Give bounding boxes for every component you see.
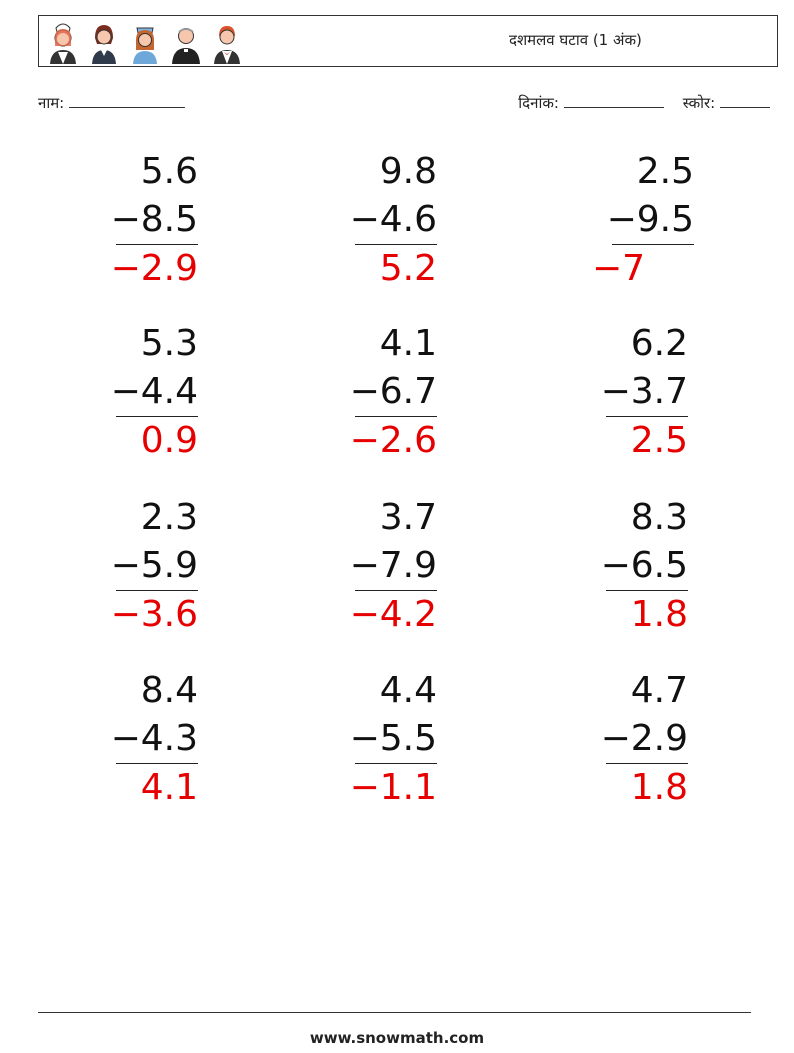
minuend: 2.5 — [636, 151, 694, 192]
answer: 1.8 — [630, 767, 688, 808]
date-blank — [563, 93, 664, 108]
answer: −1.1 — [349, 767, 437, 808]
subtrahend: −2.9 — [600, 718, 688, 759]
problem-3: 2.5 −9.5 −7 — [574, 148, 694, 293]
subtrahend: −4.6 — [349, 199, 437, 240]
subtrahend: −4.4 — [110, 371, 198, 412]
answer: −3.6 — [110, 594, 198, 635]
minuend: 6.2 — [630, 323, 688, 364]
problem-5: 4.1 −6.7 −2.6 — [317, 320, 437, 465]
woman-avatar-icon — [92, 25, 116, 64]
subtrahend: −8.5 — [110, 199, 198, 240]
sum-rule — [606, 416, 688, 417]
subtrahend: −3.7 — [600, 371, 688, 412]
answer: −7 — [592, 248, 646, 289]
sum-rule — [355, 416, 437, 417]
sum-rule — [116, 763, 198, 764]
minuend: 3.7 — [379, 497, 437, 538]
footer-divider — [38, 1012, 751, 1013]
nurse-avatar-icon — [133, 27, 157, 64]
worksheet-header: दशमलव घटाव (1 अंक) — [38, 15, 778, 67]
sum-rule — [116, 416, 198, 417]
name-blank — [69, 93, 186, 108]
name-label: नाम: — [38, 94, 65, 112]
problem-12: 4.7 −2.9 1.8 — [568, 667, 688, 812]
answer: 5.2 — [379, 248, 437, 289]
problem-11: 4.4 −5.5 −1.1 — [317, 667, 437, 812]
problem-10: 8.4 −4.3 4.1 — [78, 667, 198, 812]
date-score-fields: दिनांक: स्कोर: — [518, 93, 770, 113]
sum-rule — [116, 244, 198, 245]
problem-6: 6.2 −3.7 2.5 — [568, 320, 688, 465]
sum-rule — [606, 763, 688, 764]
subtrahend: −7.9 — [349, 545, 437, 586]
minuend: 8.4 — [140, 670, 198, 711]
problem-9: 8.3 −6.5 1.8 — [568, 494, 688, 639]
problem-2: 9.8 −4.6 5.2 — [317, 148, 437, 293]
subtrahend: −6.5 — [600, 545, 688, 586]
subtrahend: −5.9 — [110, 545, 198, 586]
subtrahend: −6.7 — [349, 371, 437, 412]
sum-rule — [606, 590, 688, 591]
minuend: 4.7 — [630, 670, 688, 711]
score-label: स्कोर: — [682, 94, 716, 112]
answer: 4.1 — [140, 767, 198, 808]
sum-rule — [116, 590, 198, 591]
problem-8: 3.7 −7.9 −4.2 — [317, 494, 437, 639]
minuend: 2.3 — [140, 497, 198, 538]
worksheet-title: दशमलव घटाव (1 अंक) — [509, 31, 642, 49]
score-blank — [720, 93, 770, 108]
answer: −2.9 — [110, 248, 198, 289]
problem-7: 2.3 −5.9 −3.6 — [78, 494, 198, 639]
answer: −2.6 — [349, 420, 437, 461]
chef-avatar-icon — [50, 23, 76, 64]
answer: 1.8 — [630, 594, 688, 635]
name-field: नाम: — [38, 93, 186, 113]
sum-rule — [355, 244, 437, 245]
date-label: दिनांक: — [518, 94, 559, 112]
answer: 2.5 — [630, 420, 688, 461]
priest-avatar-icon — [172, 28, 200, 64]
subtrahend: −5.5 — [349, 718, 437, 759]
minuend: 8.3 — [630, 497, 688, 538]
sum-rule — [355, 590, 437, 591]
minuend: 4.1 — [379, 323, 437, 364]
subtrahend: −4.3 — [110, 718, 198, 759]
minuend: 5.6 — [140, 151, 198, 192]
answer: −4.2 — [349, 594, 437, 635]
problem-1: 5.6 −8.5 −2.9 — [78, 148, 198, 293]
minuend: 9.8 — [379, 151, 437, 192]
subtrahend: −9.5 — [606, 199, 694, 240]
avatar-row — [47, 20, 243, 64]
answer: 0.9 — [140, 420, 198, 461]
minuend: 5.3 — [140, 323, 198, 364]
waiter-avatar-icon — [214, 26, 240, 64]
sum-rule — [355, 763, 437, 764]
sum-rule — [612, 244, 694, 245]
minuend: 4.4 — [379, 670, 437, 711]
problem-4: 5.3 −4.4 0.9 — [78, 320, 198, 465]
footer-site-link[interactable]: www.snowmath.com — [309, 1029, 485, 1047]
